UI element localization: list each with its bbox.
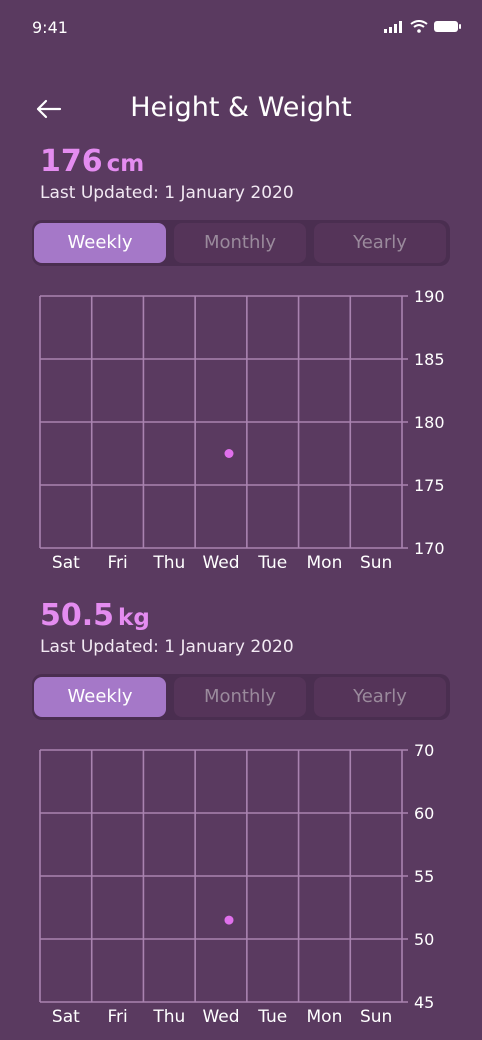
weight-unit: kg: [118, 605, 150, 631]
weight-tab-yearly[interactable]: Yearly: [314, 677, 446, 717]
page-title: Height & Weight: [130, 92, 352, 123]
back-button[interactable]: [34, 94, 64, 124]
weight-tab-monthly[interactable]: Monthly: [174, 677, 306, 717]
x-tick-label: Tue: [257, 553, 287, 573]
y-tick-label: 185: [414, 350, 445, 369]
y-tick-label: 45: [414, 993, 434, 1012]
weight-last-updated: Last Updated: 1 January 2020: [40, 637, 294, 657]
x-tick-label: Sat: [52, 1007, 80, 1027]
height-unit: cm: [106, 151, 145, 177]
y-tick-label: 170: [414, 539, 445, 558]
y-tick-label: 50: [414, 930, 434, 949]
chart-svg: 190 185 180 175 170 Sat Fri Thu Wed Tue Mon Sun: [39, 287, 445, 573]
status-bar: 9:41: [0, 0, 482, 56]
y-tick-label: 70: [414, 741, 434, 760]
y-tick-label: 55: [414, 867, 434, 886]
weight-chart: 70 60 55 50 45 Sat Fri Thu Wed Tue Mon Sun: [0, 740, 482, 1030]
chart-svg: 70 60 55 50 45 Sat Fri Thu Wed Tue Mon Sun: [39, 741, 434, 1027]
height-value: 176 cm: [40, 144, 144, 179]
y-tick-label: 60: [414, 804, 434, 823]
y-tick-label: 180: [414, 413, 445, 432]
x-tick-label: Thu: [152, 1007, 185, 1027]
weight-value: 50.5 kg: [40, 598, 150, 633]
height-tab-weekly[interactable]: Weekly: [34, 223, 166, 263]
x-tick-label: Wed: [202, 1007, 239, 1027]
height-tab-yearly[interactable]: Yearly: [314, 223, 446, 263]
height-last-updated: Last Updated: 1 January 2020: [40, 183, 294, 203]
y-tick-label: 190: [414, 287, 445, 306]
x-tick-label: Mon: [307, 553, 343, 573]
height-period-tabs: Weekly Monthly Yearly: [32, 220, 450, 266]
x-tick-label: Fri: [107, 553, 127, 573]
status-time: 9:41: [32, 18, 68, 37]
x-tick-label: Fri: [107, 1007, 127, 1027]
x-tick-label: Sat: [52, 553, 80, 573]
height-number: 176: [40, 144, 103, 179]
y-tick-label: 175: [414, 476, 445, 495]
weight-tab-weekly[interactable]: Weekly: [34, 677, 166, 717]
x-tick-label: Tue: [257, 1007, 287, 1027]
weight-number: 50.5: [40, 598, 115, 633]
data-point: [224, 915, 234, 925]
x-tick-label: Sun: [360, 553, 392, 573]
x-tick-label: Mon: [307, 1007, 343, 1027]
x-tick-label: Sun: [360, 1007, 392, 1027]
height-chart: 190 185 180 175 170 Sat Fri Thu Wed Tue Mon Sun: [0, 286, 482, 576]
battery-icon: [434, 21, 461, 32]
wifi-icon: [410, 20, 428, 33]
x-tick-label: Wed: [202, 553, 239, 573]
signal-icon: [384, 20, 402, 33]
height-tab-monthly[interactable]: Monthly: [174, 223, 306, 263]
header: Height & Weight: [0, 86, 482, 132]
x-tick-label: Thu: [152, 553, 185, 573]
weight-period-tabs: Weekly Monthly Yearly: [32, 674, 450, 720]
data-point: [224, 449, 234, 458]
status-icons: [384, 20, 461, 33]
arrow-left-icon: [36, 99, 62, 119]
